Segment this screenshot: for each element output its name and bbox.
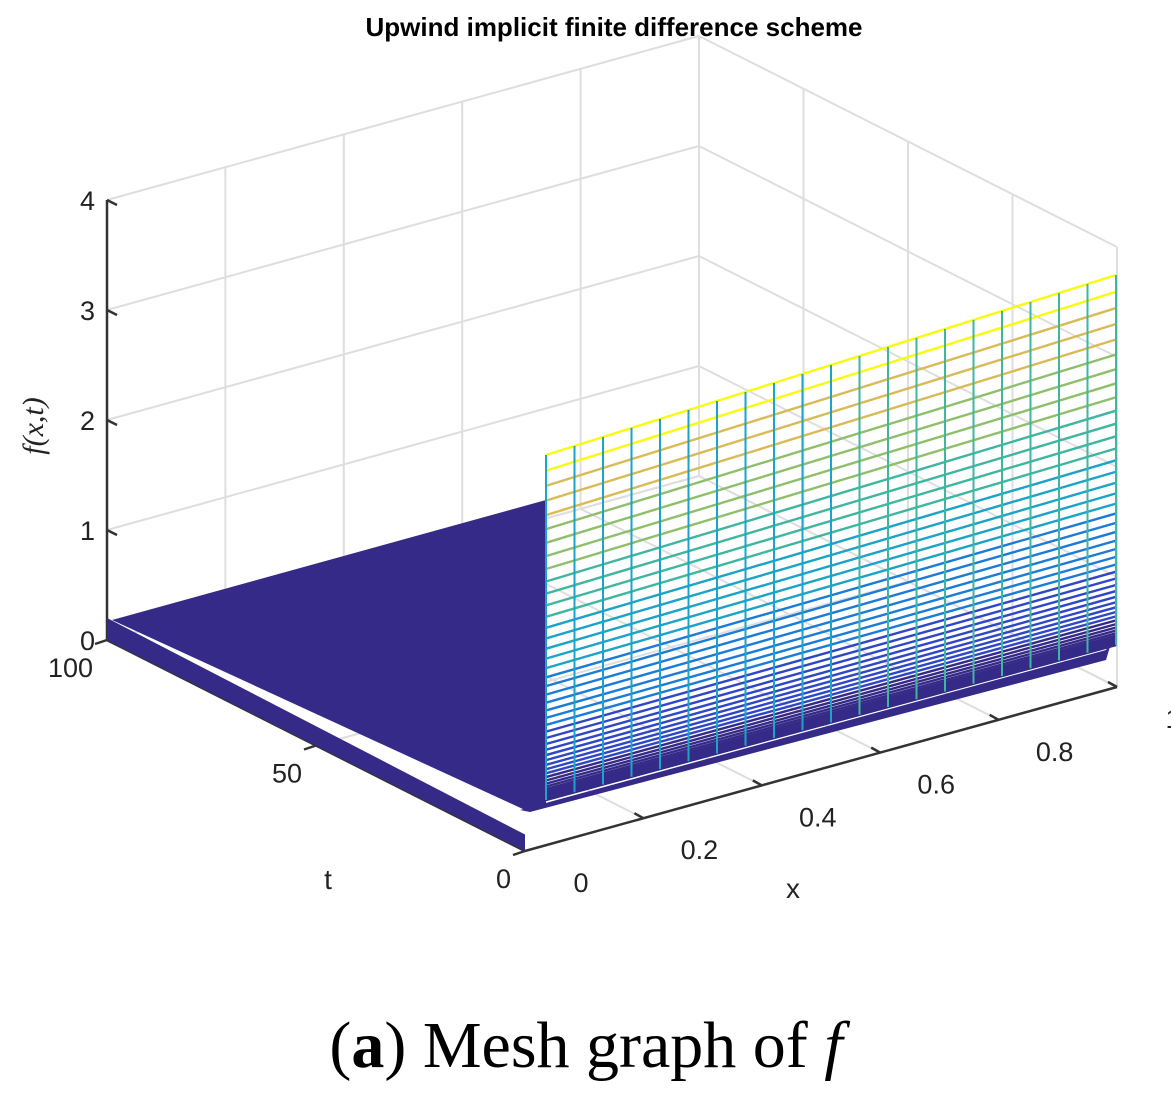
caption-label: a (351, 1009, 384, 1082)
z-tick-mark (106, 528, 118, 537)
grid-line (106, 365, 700, 531)
chart-title: Upwind implicit finite difference scheme (366, 12, 863, 42)
x-tick-label: 0.2 (681, 835, 719, 865)
t-tick-mark (303, 744, 317, 751)
z-tick-label: 1 (80, 516, 95, 546)
t-tick-mark (512, 849, 526, 857)
surface-sheet (112, 500, 546, 810)
x-tick-label: 0.4 (799, 802, 837, 832)
grid-line (106, 35, 700, 201)
z-tick-mark (106, 198, 118, 207)
z-tick-label: 2 (80, 406, 95, 436)
t-axis-label: t (324, 864, 332, 895)
x-tick-mark (988, 713, 1000, 721)
z-axis-label: f(x,t) (17, 397, 50, 454)
z-tick-label: 4 (80, 186, 95, 216)
grid-line (106, 145, 700, 311)
grid-line (698, 145, 1118, 358)
surface-edge-strip (107, 618, 525, 851)
z-tick-mark (106, 418, 118, 427)
grid-line (698, 35, 1118, 248)
t-tick-labels: 0 50 100 (48, 653, 511, 894)
z-tick-label: 0 (80, 626, 95, 656)
caption-open: ( (329, 1009, 351, 1082)
t-tick-label: 100 (48, 653, 93, 683)
x-axis-line (524, 685, 1118, 853)
caption-symbol: f (824, 1009, 850, 1082)
t-tick-label: 0 (496, 864, 511, 894)
x-tick-label: 0.6 (917, 770, 955, 800)
caption-text: Mesh graph of (406, 1009, 824, 1082)
front-edge-lines (520, 640, 1112, 812)
t-tick-label: 50 (272, 759, 302, 789)
x-tick-labels: 0 0.2 0.4 0.6 0.8 1 (573, 704, 1171, 898)
z-tick-mark (106, 308, 118, 317)
x-tick-mark (1107, 680, 1118, 689)
z-tick-labels: 0 1 2 3 4 (80, 186, 95, 656)
x-tick-label: 0.8 (1036, 737, 1074, 767)
x-tick-label: 0 (573, 868, 588, 898)
x-tick-mark (870, 746, 881, 754)
z-tick-label: 3 (80, 296, 95, 326)
grid-line (106, 255, 700, 421)
x-tick-mark (633, 812, 645, 820)
t-tick-mark (94, 638, 108, 646)
surface-front-edge (520, 640, 1112, 812)
surface-floor (107, 500, 546, 851)
x-tick-mark (752, 779, 763, 787)
caption-close: ) (384, 1009, 406, 1082)
figure-caption: (a) Mesh graph of f (329, 1009, 850, 1082)
x-tick-label: 1 (1165, 704, 1171, 734)
mesh-lines (545, 273, 1117, 802)
x-axis-label: x (786, 873, 800, 904)
